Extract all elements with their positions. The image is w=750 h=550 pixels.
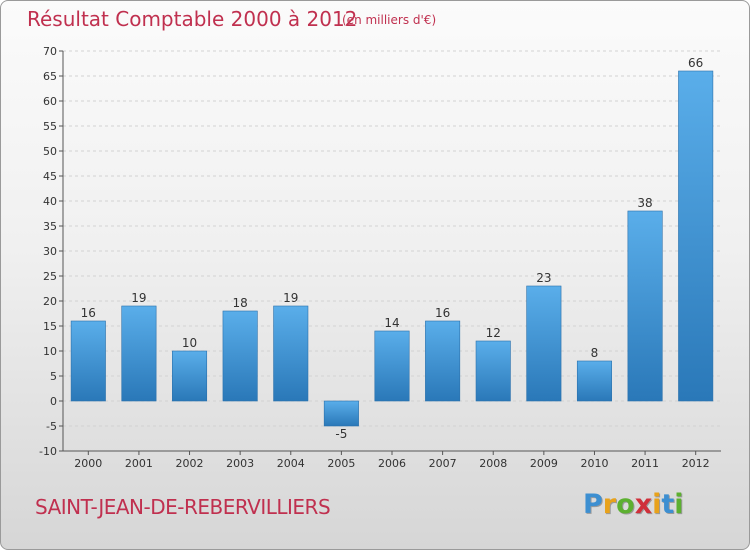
value-label: 19 bbox=[131, 291, 146, 305]
y-tick-label: 40 bbox=[43, 195, 57, 208]
x-tick-label: 2000 bbox=[74, 457, 102, 470]
y-tick-label: 25 bbox=[43, 270, 57, 283]
y-tick-labels: -10 -5 0 5 10 15 20 25 30 35 40 45 50 55 60 65 70 bbox=[39, 45, 57, 458]
logo-letter: i bbox=[674, 489, 684, 520]
y-tick-label: 0 bbox=[50, 395, 57, 408]
x-tick-label: 2011 bbox=[631, 457, 659, 470]
y-tick-label: 10 bbox=[43, 345, 57, 358]
value-labels: 16 19 10 18 19 -5 14 16 12 23 8 38 66 bbox=[81, 56, 704, 441]
logo-letter: r bbox=[602, 489, 617, 520]
y-tick-label: 30 bbox=[43, 245, 57, 258]
x-tick-label: 2005 bbox=[327, 457, 355, 470]
bar bbox=[222, 310, 258, 402]
chart-title: Résultat Comptable 2000 à 2012 bbox=[27, 7, 358, 31]
bars bbox=[70, 70, 714, 427]
x-tick-label: 2004 bbox=[277, 457, 305, 470]
x-tick-label: 2010 bbox=[580, 457, 608, 470]
value-label: 10 bbox=[182, 336, 197, 350]
axes bbox=[59, 50, 721, 455]
x-tick-labels: 2000 2001 2002 2003 2004 2005 2006 2007 2008 2009… bbox=[74, 457, 709, 470]
value-label: 38 bbox=[637, 196, 652, 210]
logo-letter: i bbox=[652, 489, 662, 520]
y-tick-label: 45 bbox=[43, 170, 57, 183]
logo-letter: x bbox=[634, 489, 653, 520]
value-label: 18 bbox=[233, 296, 248, 310]
value-label: 8 bbox=[591, 346, 599, 360]
y-tick-label: 5 bbox=[50, 370, 57, 383]
chart-subtitle: (en milliers d'€) bbox=[342, 13, 437, 27]
logo-letter: t bbox=[661, 489, 675, 520]
bar bbox=[273, 305, 309, 402]
bar bbox=[475, 340, 511, 402]
x-tick-label: 2001 bbox=[125, 457, 153, 470]
logo-letter: o bbox=[616, 489, 635, 520]
value-label: 66 bbox=[688, 56, 703, 70]
bar bbox=[425, 320, 461, 402]
x-tick-label: 2008 bbox=[479, 457, 507, 470]
proxiti-logo: Proxiti bbox=[583, 489, 684, 520]
y-tick-label: 15 bbox=[43, 320, 57, 333]
y-tick-label: 60 bbox=[43, 95, 57, 108]
bar bbox=[374, 330, 410, 402]
bar bbox=[70, 320, 106, 402]
value-label: 16 bbox=[435, 306, 450, 320]
bar bbox=[121, 305, 157, 402]
value-label: 12 bbox=[486, 326, 501, 340]
x-tick-label: 2009 bbox=[530, 457, 558, 470]
y-tick-label: -10 bbox=[39, 445, 57, 458]
value-label: 19 bbox=[283, 291, 298, 305]
bar bbox=[172, 350, 208, 402]
y-tick-label: 50 bbox=[43, 145, 57, 158]
x-tick-label: 2007 bbox=[429, 457, 457, 470]
value-label: -5 bbox=[335, 427, 347, 441]
x-tick-label: 2012 bbox=[682, 457, 710, 470]
x-tick-label: 2006 bbox=[378, 457, 406, 470]
value-label: 14 bbox=[384, 316, 399, 330]
x-tick-label: 2003 bbox=[226, 457, 254, 470]
bar bbox=[526, 285, 562, 402]
bar bbox=[627, 210, 663, 402]
y-tick-label: 65 bbox=[43, 70, 57, 83]
bar bbox=[323, 400, 359, 427]
x-tick-label: 2002 bbox=[176, 457, 204, 470]
y-tick-label: -5 bbox=[46, 420, 57, 433]
bar bbox=[576, 360, 612, 402]
bar bbox=[678, 70, 714, 402]
logo-letter: P bbox=[583, 489, 603, 520]
y-tick-label: 35 bbox=[43, 220, 57, 233]
value-label: 23 bbox=[536, 271, 551, 285]
value-label: 16 bbox=[81, 306, 96, 320]
commune-name: SAINT-JEAN-DE-REBERVILLIERS bbox=[35, 495, 331, 519]
y-tick-label: 20 bbox=[43, 295, 57, 308]
y-tick-label: 55 bbox=[43, 120, 57, 133]
y-tick-label: 70 bbox=[43, 45, 57, 58]
